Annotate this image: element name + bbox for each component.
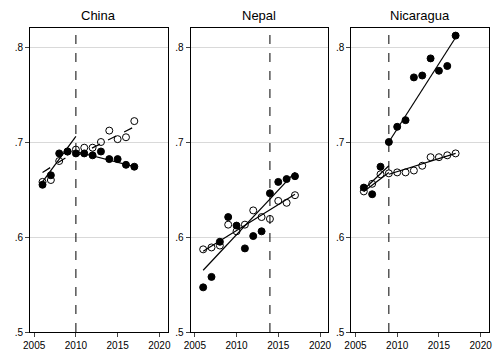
svg-text:2015: 2015: [428, 340, 451, 351]
svg-text:.6: .6: [336, 232, 345, 243]
svg-text:.6: .6: [15, 232, 24, 243]
svg-text:2005: 2005: [184, 340, 207, 351]
svg-text:China: China: [81, 8, 116, 23]
svg-text:.7: .7: [175, 137, 184, 148]
svg-text:.5: .5: [175, 327, 184, 338]
svg-text:Nicaragua: Nicaragua: [390, 8, 450, 23]
svg-text:.5: .5: [336, 327, 345, 338]
svg-text:.7: .7: [15, 137, 24, 148]
svg-text:2010: 2010: [65, 340, 88, 351]
svg-text:2005: 2005: [23, 340, 46, 351]
svg-text:.8: .8: [175, 42, 184, 53]
svg-text:2020: 2020: [470, 340, 493, 351]
svg-text:2020: 2020: [309, 340, 332, 351]
svg-text:.5: .5: [15, 327, 24, 338]
svg-text:.8: .8: [15, 42, 24, 53]
svg-text:2020: 2020: [148, 340, 171, 351]
svg-text:.6: .6: [175, 232, 184, 243]
svg-text:2010: 2010: [386, 340, 409, 351]
svg-text:.8: .8: [336, 42, 345, 53]
svg-text:2015: 2015: [267, 340, 290, 351]
svg-text:.7: .7: [336, 137, 345, 148]
svg-text:2005: 2005: [344, 340, 367, 351]
svg-text:2015: 2015: [107, 340, 130, 351]
svg-text:Nepal: Nepal: [242, 8, 276, 23]
svg-text:2010: 2010: [225, 340, 248, 351]
